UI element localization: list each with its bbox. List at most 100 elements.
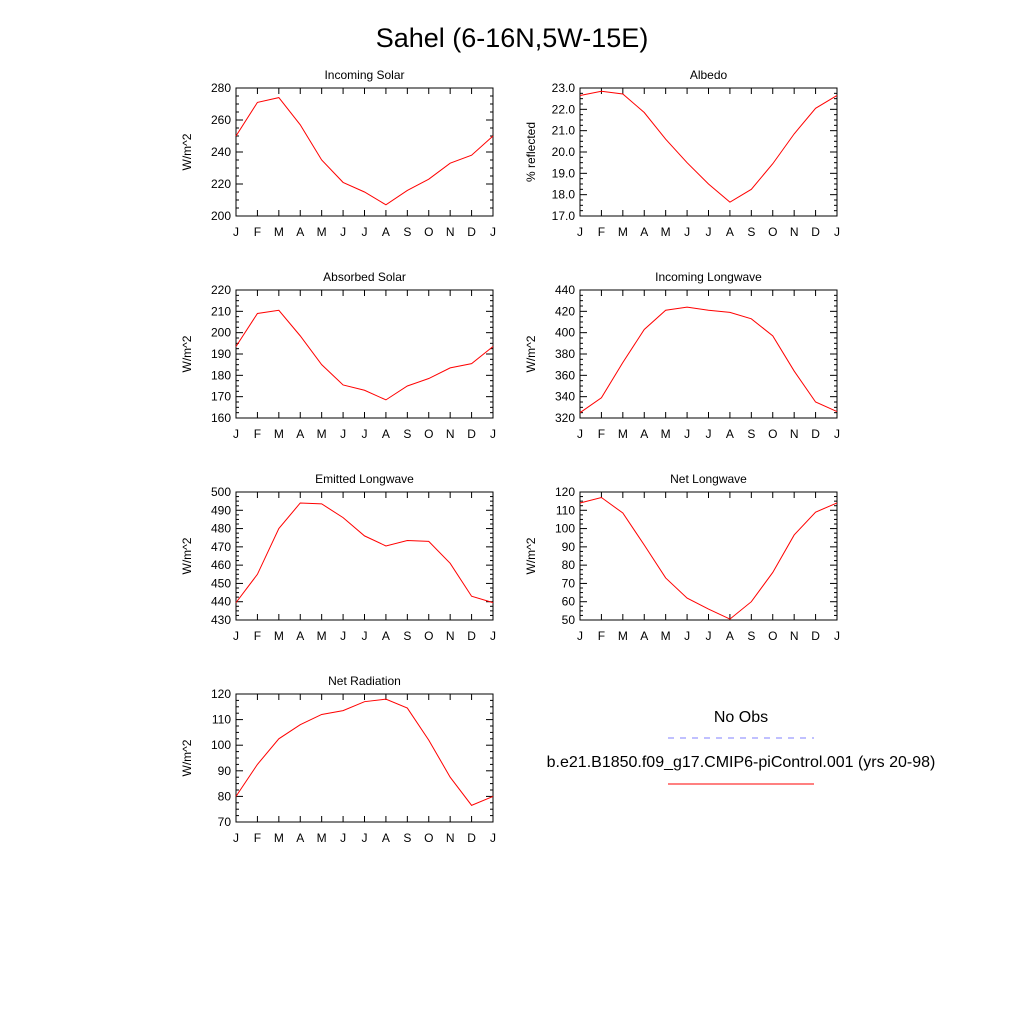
net-radiation-xtick-label: A (296, 831, 304, 845)
incoming-longwave-title: Incoming Longwave (655, 270, 762, 284)
incoming-longwave-xtick-label: J (834, 427, 840, 441)
net-radiation-xtick-label: M (274, 831, 284, 845)
absorbed-solar-title: Absorbed Solar (323, 270, 406, 284)
emitted-longwave-xtick-label: S (403, 629, 411, 643)
net-radiation-xtick-label: O (424, 831, 433, 845)
incoming-solar-xtick-label: J (233, 225, 239, 239)
net-longwave-ytick-label: 110 (556, 503, 575, 517)
incoming-solar-xtick-label: S (403, 225, 411, 239)
absorbed-solar-ytick-label: 170 (211, 390, 231, 404)
net-radiation-series-line (235, 698, 494, 806)
net-radiation-xtick-label: J (362, 831, 368, 845)
net-radiation-ytick-label: 110 (212, 713, 231, 727)
emitted-longwave-ytick-label: 470 (211, 540, 231, 554)
incoming-longwave-xtick-label: O (768, 427, 777, 441)
incoming-solar-ytick-label: 220 (211, 177, 231, 191)
net-radiation-ytick-label: 70 (218, 815, 232, 829)
albedo-xtick-label: S (747, 225, 755, 239)
albedo-xtick-label: J (834, 225, 840, 239)
net-longwave-xtick-label: J (684, 629, 690, 643)
albedo-ytick-label: 20.0 (552, 145, 576, 159)
legend-obs-label: No Obs (714, 709, 768, 726)
incoming-longwave-xtick-label: M (618, 427, 628, 441)
emitted-longwave-ytick-label: 440 (211, 595, 231, 609)
incoming-solar-ylabel: W/m^2 (180, 133, 194, 170)
net-longwave-ytick-label: 100 (555, 522, 575, 536)
incoming-longwave-xtick-label: M (661, 427, 671, 441)
absorbed-solar-xtick-label: J (362, 427, 368, 441)
albedo-title: Albedo (690, 68, 728, 82)
net-radiation-xtick-label: F (254, 831, 261, 845)
net-longwave-ytick-label: 90 (562, 540, 576, 554)
incoming-solar-ytick-label: 200 (211, 209, 231, 223)
figure-title: Sahel (6-16N,5W-15E) (376, 23, 649, 53)
incoming-longwave-xtick-label: S (747, 427, 755, 441)
albedo-series-line (579, 90, 838, 203)
emitted-longwave-ytick-label: 500 (211, 485, 231, 499)
incoming-solar-xtick-label: O (424, 225, 433, 239)
net-longwave-xtick-label: J (834, 629, 840, 643)
net-radiation-xtick-label: N (446, 831, 455, 845)
emitted-longwave-ytick-label: 450 (211, 576, 231, 590)
emitted-longwave-ytick-label: 430 (211, 613, 231, 627)
absorbed-solar-xtick-label: A (296, 427, 304, 441)
absorbed-solar-ytick-label: 210 (211, 304, 231, 318)
absorbed-solar-series-line (235, 309, 494, 401)
net-longwave-ytick-label: 70 (562, 576, 576, 590)
net-longwave-ytick-label: 60 (562, 595, 576, 609)
absorbed-solar-xtick-label: J (490, 427, 496, 441)
emitted-longwave-xtick-label: J (233, 629, 239, 643)
incoming-solar-ytick-label: 240 (211, 145, 231, 159)
albedo-xtick-label: N (790, 225, 799, 239)
incoming-longwave-xtick-label: F (598, 427, 605, 441)
incoming-longwave-xtick-label: D (811, 427, 820, 441)
net-longwave-xtick-label: O (768, 629, 777, 643)
net-longwave-ytick-label: 50 (562, 613, 576, 627)
incoming-solar-title: Incoming Solar (324, 68, 404, 82)
albedo-ytick-label: 23.0 (552, 81, 576, 95)
incoming-longwave-xtick-label: N (790, 427, 799, 441)
net-radiation-ytick-label: 100 (211, 738, 231, 752)
net-longwave-xtick-label: S (747, 629, 755, 643)
emitted-longwave-xtick-label: M (317, 629, 327, 643)
incoming-solar-xtick-label: M (317, 225, 327, 239)
net-longwave-xtick-label: D (811, 629, 820, 643)
emitted-longwave-xtick-label: F (254, 629, 261, 643)
absorbed-solar-xtick-label: F (254, 427, 261, 441)
incoming-longwave-xtick-label: J (706, 427, 712, 441)
net-radiation-ytick-label: 90 (218, 764, 232, 778)
albedo-xtick-label: J (577, 225, 583, 239)
albedo-xtick-label: M (661, 225, 671, 239)
incoming-longwave-ytick-label: 340 (555, 390, 575, 404)
albedo-xtick-label: J (706, 225, 712, 239)
incoming-longwave-ytick-label: 320 (555, 411, 575, 425)
net-radiation-xtick-label: J (340, 831, 346, 845)
net-longwave-xtick-label: A (640, 629, 648, 643)
absorbed-solar-xtick-label: M (317, 427, 327, 441)
incoming-longwave-xtick-label: A (726, 427, 734, 441)
incoming-longwave-ytick-label: 420 (555, 304, 575, 318)
absorbed-solar-xtick-label: S (403, 427, 411, 441)
legend-model-label: b.e21.B1850.f09_g17.CMIP6-piControl.001 … (547, 754, 936, 771)
incoming-longwave-xtick-label: J (577, 427, 583, 441)
incoming-longwave-ytick-label: 380 (555, 347, 575, 361)
albedo-xtick-label: A (640, 225, 648, 239)
emitted-longwave-ytick-label: 490 (211, 503, 231, 517)
absorbed-solar-xtick-label: J (233, 427, 239, 441)
incoming-solar-xtick-label: M (274, 225, 284, 239)
net-radiation-ylabel: W/m^2 (180, 739, 194, 776)
emitted-longwave-ylabel: W/m^2 (180, 537, 194, 574)
incoming-longwave-xtick-label: J (684, 427, 690, 441)
emitted-longwave-xtick-label: A (296, 629, 304, 643)
incoming-solar-xtick-label: J (490, 225, 496, 239)
net-longwave-xtick-label: F (598, 629, 605, 643)
albedo-ytick-label: 18.0 (552, 188, 576, 202)
emitted-longwave-xtick-label: O (424, 629, 433, 643)
net-radiation-xtick-label: A (382, 831, 390, 845)
albedo-ytick-label: 21.0 (552, 124, 576, 138)
incoming-longwave-ylabel: W/m^2 (524, 335, 538, 372)
